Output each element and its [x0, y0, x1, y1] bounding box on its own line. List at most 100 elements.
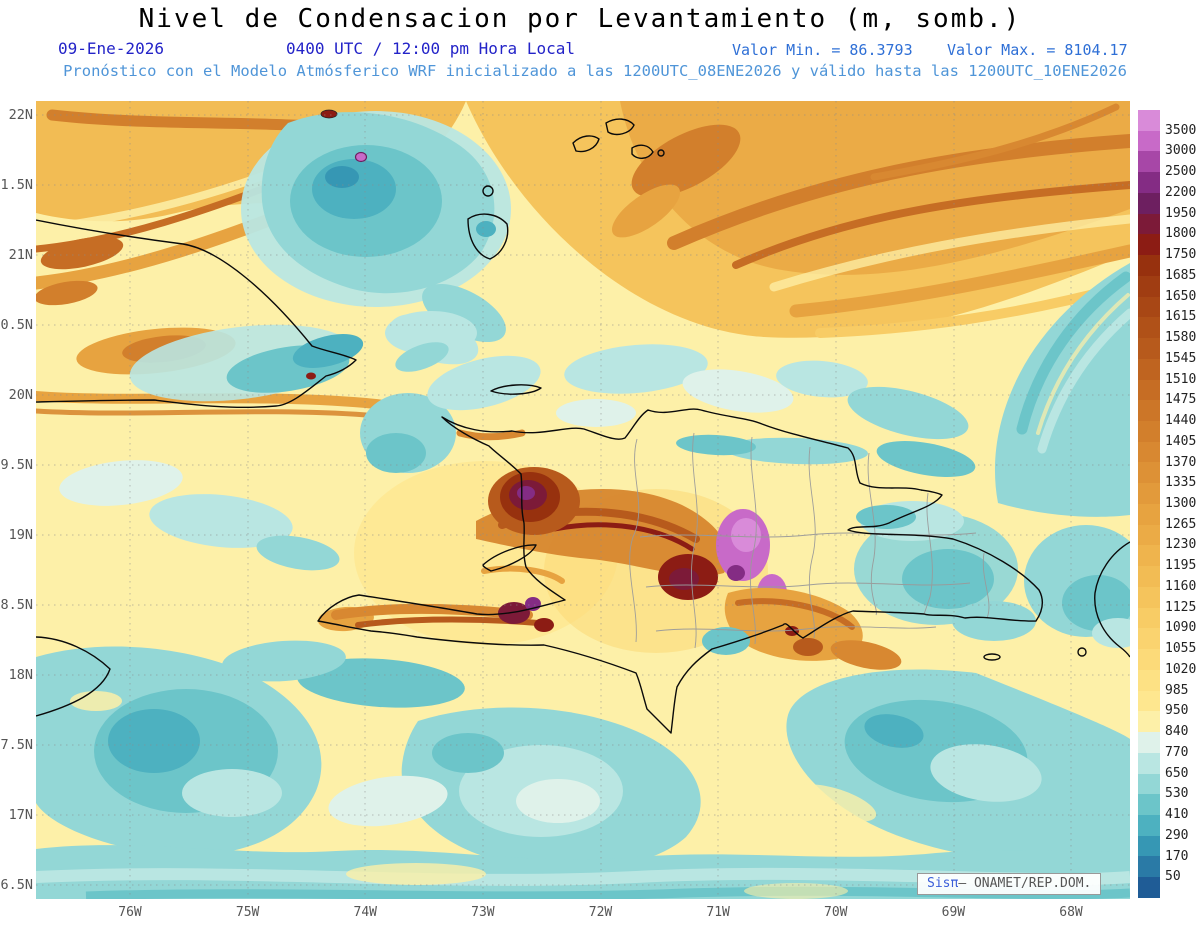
colorbar-cell: [1138, 130, 1160, 152]
colorbar-label: 1020: [1165, 661, 1197, 677]
colorbar-cell: [1138, 566, 1160, 587]
coastline-hispaniola: [317, 408, 1043, 734]
lat-tick-label: 0.5N: [0, 317, 33, 333]
colorbar-label: 650: [1165, 765, 1189, 781]
lat-tick-label: 21N: [8, 247, 33, 263]
colorbar-label: 290: [1165, 827, 1189, 843]
colorbar-label: 1300: [1165, 496, 1197, 511]
colorbar-label: 1335: [1165, 475, 1197, 491]
colorbar-cell: [1138, 607, 1160, 629]
colorbar-cell: [1138, 794, 1160, 815]
lon-tick-label: 71W: [706, 905, 730, 920]
lon-tick-label: 72W: [588, 905, 613, 920]
colorbar-cell: [1138, 275, 1160, 297]
coastline-jamaica: [36, 636, 111, 717]
lat-tick-label: 6.5N: [0, 877, 33, 893]
colorbar-cell: [1138, 172, 1160, 193]
island-little-inagua: [482, 185, 494, 197]
lat-tick-label: 18N: [8, 667, 33, 683]
colorbar-cell: [1138, 690, 1160, 712]
colorbar-cell: [1138, 732, 1160, 753]
island-mona: [1077, 647, 1087, 657]
colorbar-cell: [1138, 213, 1160, 235]
colorbar-label: 170: [1165, 848, 1189, 864]
gridlines: [36, 101, 1130, 899]
island-caicos-north: [605, 118, 635, 136]
colorbar-cell: [1138, 400, 1160, 422]
colorbar-label: 1950: [1165, 205, 1197, 221]
colorbar-label: 1265: [1165, 516, 1197, 532]
island-turks: [657, 149, 665, 157]
watermark: Sisπ– ONAMET/REP.DOM.: [917, 873, 1102, 895]
colorbar-label: 1055: [1165, 641, 1197, 657]
lon-tick-label: 76W: [118, 905, 142, 920]
colorbar-cell: [1138, 317, 1160, 339]
lcl-high-region-northeast: [466, 101, 1130, 338]
colorbar-label: 2500: [1165, 164, 1197, 180]
colorbar-cell: [1138, 192, 1160, 214]
colorbar-cell: [1138, 110, 1160, 131]
colorbar-label: 1510: [1165, 371, 1197, 387]
island-saona: [983, 653, 1001, 661]
lat-tick-label: 1.5N: [0, 177, 33, 193]
island-caicos-west: [572, 135, 600, 153]
colorbar-label: 410: [1165, 807, 1189, 823]
lon-tick-label: 75W: [235, 905, 260, 920]
lon-tick-label: 73W: [471, 905, 495, 920]
lon-tick-label: 69W: [941, 905, 966, 920]
colorbar-cells: [1138, 110, 1160, 898]
colorbar-label: 840: [1165, 724, 1189, 740]
colorbar-label: 1580: [1165, 330, 1197, 346]
colorbar-cell: [1138, 338, 1160, 359]
lat-tick-label: 7.5N: [0, 737, 33, 753]
lcl-low-region-ocean: [36, 109, 1130, 899]
colorbar-cell: [1138, 649, 1160, 670]
lat-tick-label: 19N: [8, 527, 33, 543]
colorbar-cell: [1138, 421, 1160, 442]
colorbar-cell: [1138, 379, 1160, 401]
colorbar-cell: [1138, 234, 1160, 256]
colorbar-label: 1125: [1165, 599, 1197, 615]
lon-tick-label: 70W: [824, 905, 848, 920]
colorbar-label: 770: [1165, 744, 1189, 760]
colorbar-label: 530: [1165, 786, 1189, 802]
colorbar-cell: [1138, 524, 1160, 546]
colorbar-cell: [1138, 711, 1160, 733]
colorbar-cell: [1138, 773, 1160, 795]
coastline-puerto-rico: [1094, 541, 1130, 658]
colorbar-cell: [1138, 877, 1160, 898]
colorbar-cell: [1138, 483, 1160, 504]
coastlines: [36, 118, 1130, 734]
colorbar-label: 1685: [1165, 267, 1197, 283]
colorbar-cell: [1138, 358, 1160, 380]
colorbar-label: 1750: [1165, 247, 1197, 263]
watermark-text: – ONAMET/REP.DOM.: [958, 876, 1092, 891]
colorbar-cell: [1138, 856, 1160, 878]
colorbar-label: 1370: [1165, 454, 1197, 470]
colorbar-label: 50: [1165, 869, 1181, 885]
colorbar-cell: [1138, 296, 1160, 318]
colorbar-cell: [1138, 586, 1160, 608]
island-gonave: [482, 544, 537, 572]
island-great-inagua: [467, 213, 509, 260]
colorbar-label: 1475: [1165, 392, 1197, 408]
lat-tick-label: 9.5N: [0, 457, 33, 473]
colorbar-label: 1440: [1165, 413, 1197, 429]
lat-tick-label: 8.5N: [0, 597, 33, 613]
colorbar-label: 985: [1165, 682, 1189, 698]
colorbar-cell: [1138, 628, 1160, 650]
province-borders: [629, 432, 990, 649]
colorbar-cell: [1138, 752, 1160, 774]
colorbar-label: 1405: [1165, 433, 1197, 449]
page-title: Nivel de Condensacion por Levantamiento …: [138, 4, 1022, 34]
forecast-info-line: Pronóstico con el Modelo Atmósferico WRF…: [63, 62, 1127, 80]
max-value-label: Valor Max. = 8104.17: [947, 41, 1128, 59]
colorbar-label: 2200: [1165, 184, 1197, 200]
watermark-brand: Sisπ: [927, 876, 959, 891]
colorbar-cell: [1138, 669, 1160, 691]
colorbar-cell: [1138, 503, 1160, 525]
colorbar-label: 1195: [1165, 558, 1197, 574]
colorbar-label: 1800: [1165, 226, 1197, 242]
colorbar-label: 1230: [1165, 537, 1197, 553]
